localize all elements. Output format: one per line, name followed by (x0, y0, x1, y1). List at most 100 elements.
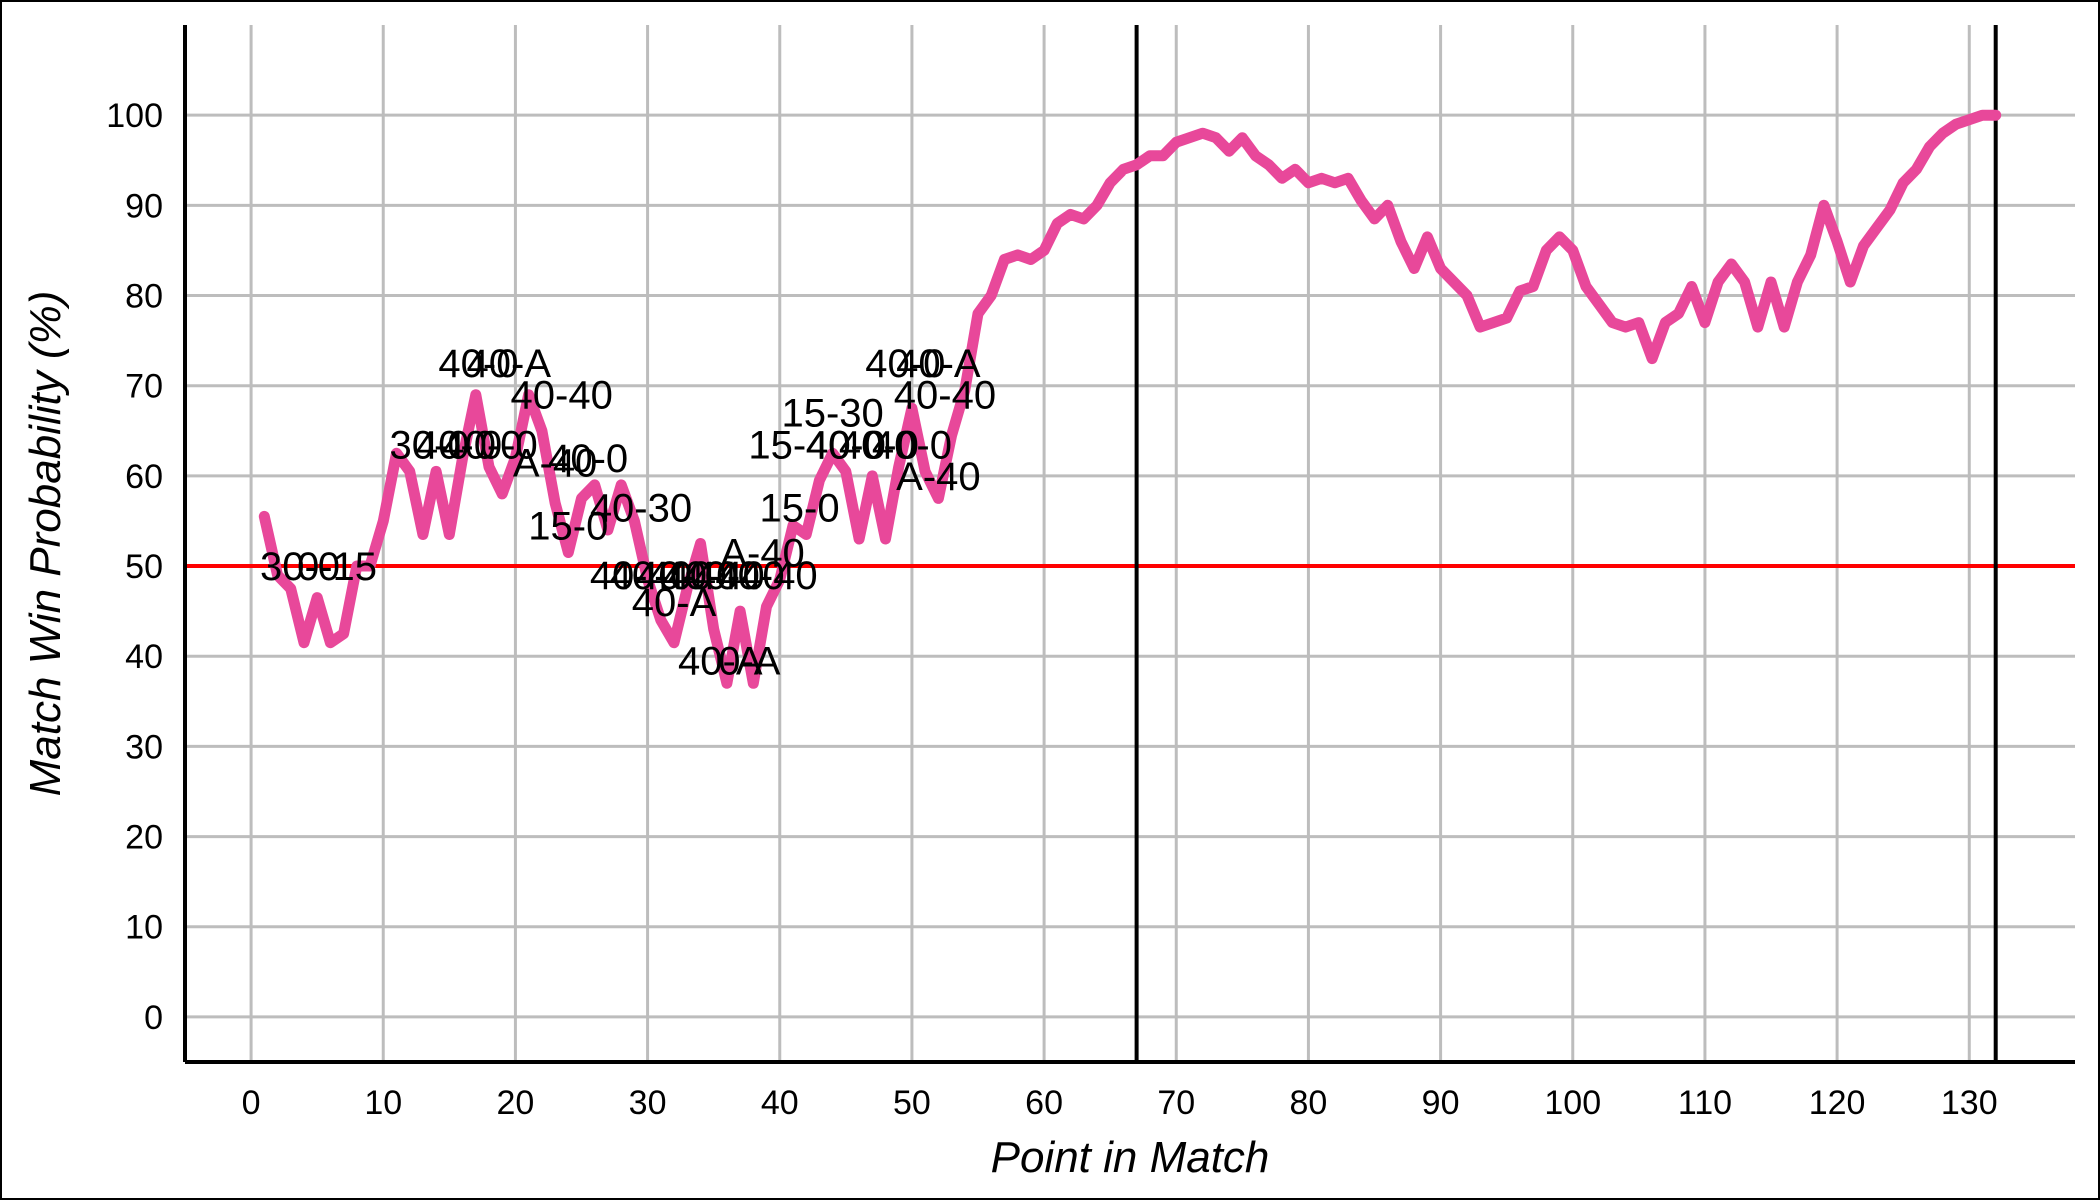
score-annotation: 15-40 (748, 423, 850, 467)
data-point (1425, 234, 1430, 239)
y-tick-label: 70 (125, 368, 163, 406)
data-point (1663, 320, 1668, 325)
data-point (1068, 212, 1073, 217)
data-point (1240, 135, 1245, 140)
data-point (275, 573, 280, 578)
data-point (1517, 289, 1522, 294)
data-point (1147, 153, 1152, 158)
score-annotation: 40-30 (590, 486, 692, 530)
data-point (1821, 203, 1826, 208)
data-point (1465, 293, 1470, 298)
data-point (526, 392, 531, 397)
data-point (1451, 279, 1456, 284)
data-point (817, 478, 822, 483)
score-annotation: 40-0 (548, 437, 628, 481)
data-point (1121, 167, 1126, 172)
score-annotation: 40-40 (610, 554, 712, 598)
data-point (658, 618, 663, 623)
axes: 0 10 20 30 40 50 60 70 80 90 100 110 120 130 0 10 20 30 40… (106, 25, 2075, 1122)
data-point (777, 577, 782, 582)
score-annotation: 40-0 (416, 423, 496, 467)
data-point (1293, 167, 1298, 172)
data-point (328, 640, 333, 645)
score-annotation: 40-A (632, 581, 717, 625)
data-point (1729, 261, 1734, 266)
score-annotation: 0-0 (480, 423, 538, 467)
data-point (1200, 131, 1205, 136)
data-point (790, 523, 795, 528)
data-point (1438, 266, 1443, 271)
data-point (1055, 221, 1060, 226)
y-tick-label: 30 (125, 728, 163, 766)
x-tick-label: 110 (1678, 1084, 1732, 1122)
data-point (354, 564, 359, 569)
data-point (870, 473, 875, 478)
data-point (566, 550, 571, 555)
score-annotation: 0-A (718, 640, 781, 684)
data-point (1161, 153, 1166, 158)
data-point (420, 532, 425, 537)
x-tick-label: 120 (1809, 1084, 1866, 1122)
data-point (1676, 311, 1681, 316)
x-tick-label: 40 (761, 1084, 799, 1122)
x-tick-label: 70 (1157, 1084, 1195, 1122)
data-point (1742, 279, 1747, 284)
score-annotation: 40-A (896, 342, 981, 386)
score-annotation: A-40 (896, 455, 981, 499)
data-point (1015, 252, 1020, 257)
data-point (1755, 325, 1760, 330)
data-point (368, 564, 373, 569)
data-point (619, 482, 624, 487)
y-axis-title: Match Win Probability (%) (21, 291, 70, 797)
data-point (315, 595, 320, 600)
score-annotation: A-40 (720, 532, 805, 576)
data-point (632, 518, 637, 523)
data-point (1346, 176, 1351, 181)
x-tick-label: 100 (1544, 1084, 1601, 1122)
data-point (605, 527, 610, 532)
y-tick-label: 80 (125, 278, 163, 316)
data-point (1927, 144, 1932, 149)
data-point (1769, 279, 1774, 284)
x-tick-label: 80 (1290, 1084, 1328, 1122)
data-point (1980, 113, 1985, 118)
data-point (672, 640, 677, 645)
score-annotation: 30-0 (389, 423, 469, 467)
data-point (381, 518, 386, 523)
data-point (1253, 153, 1258, 158)
score-annotation: 40-0 (872, 423, 952, 467)
data-point (1134, 162, 1139, 167)
data-point (394, 451, 399, 456)
score-annotations: 30-00-1530-040-040-00-040-040-A40-40A-40… (260, 342, 996, 684)
score-annotation: 40-40 (715, 554, 817, 598)
data-point (434, 469, 439, 474)
y-tick-label: 100 (106, 97, 163, 135)
grid (185, 25, 2075, 1062)
data-point (1782, 325, 1787, 330)
data-point (1227, 149, 1232, 154)
score-annotation: 40-40 (636, 554, 738, 598)
x-tick-label: 20 (497, 1084, 535, 1122)
x-tick-label: 10 (364, 1084, 402, 1122)
score-annotation: 40-A (678, 640, 763, 684)
reference-lines (185, 25, 2075, 1062)
score-annotation: A-40 (513, 441, 598, 485)
y-tick-label: 90 (125, 187, 163, 225)
data-point (486, 464, 491, 469)
score-annotation: 40-40 (663, 554, 765, 598)
data-point (341, 631, 346, 636)
data-point (1874, 225, 1879, 230)
data-point (1861, 243, 1866, 248)
score-annotation: 15-0 (528, 504, 608, 548)
data-point (1504, 316, 1509, 321)
score-annotation: 40-40 (590, 554, 692, 598)
data-point (1398, 239, 1403, 244)
score-annotation: 40-0 (839, 423, 919, 467)
score-annotation: 40-A (467, 342, 552, 386)
data-point (262, 514, 267, 519)
score-annotation: 40-0 (806, 423, 886, 467)
data-point (1795, 279, 1800, 284)
data-point (1650, 356, 1655, 361)
score-annotation: 40-40 (511, 374, 613, 418)
data-point (1887, 207, 1892, 212)
